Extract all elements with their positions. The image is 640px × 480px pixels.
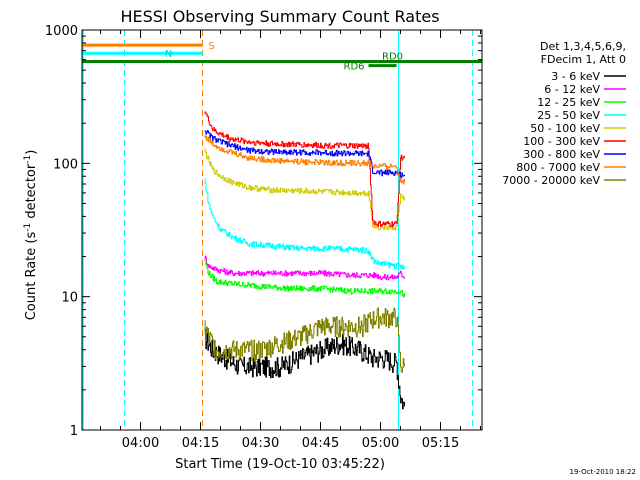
y-tick-label: 1000 bbox=[45, 24, 78, 39]
axes-layer: 1 10 100 1000 04:00 04:15 04:30 04:45 05:00 05:15 bbox=[45, 24, 483, 451]
legend-label: 50 - 100 keV bbox=[530, 122, 600, 135]
flag-label: RD6 bbox=[344, 62, 365, 73]
legend-label: 3 - 6 keV bbox=[551, 70, 600, 83]
y-tick-label: 10 bbox=[61, 291, 78, 306]
series-line-7 bbox=[204, 135, 405, 185]
x-tick-label: 05:15 bbox=[422, 436, 459, 451]
y-axis-label-sup1: -1 bbox=[23, 223, 33, 232]
chart-title: HESSI Observing Summary Count Rates bbox=[120, 7, 439, 26]
y-axis-label-part2: detector bbox=[24, 163, 39, 223]
legend-label: 300 - 800 keV bbox=[523, 148, 600, 161]
y-axis-label-part3: ) bbox=[24, 150, 39, 155]
y-tick-label: 100 bbox=[53, 157, 78, 172]
x-tick-label: 04:30 bbox=[242, 436, 279, 451]
legend-label: 800 - 7000 keV bbox=[516, 161, 600, 174]
series-line-6 bbox=[204, 130, 405, 178]
series-line-0 bbox=[204, 328, 405, 410]
series-line-8 bbox=[204, 307, 405, 373]
legend-label: 12 - 25 keV bbox=[537, 96, 600, 109]
series-line-1 bbox=[204, 255, 405, 281]
legend-label: 100 - 300 keV bbox=[523, 135, 600, 148]
flag-label: N bbox=[165, 49, 172, 60]
series-line-3 bbox=[204, 178, 405, 270]
x-tick-label: 04:45 bbox=[302, 436, 339, 451]
legend: Det 1,3,4,5,6,9, FDecim 1, Att 0 3 - 6 k… bbox=[502, 40, 626, 187]
y-axis-label: Count Rate (s-1 detector-1) bbox=[23, 150, 39, 321]
legend-label: 25 - 50 keV bbox=[537, 109, 600, 122]
legend-label: 7000 - 20000 keV bbox=[502, 174, 600, 187]
plot-frame bbox=[81, 29, 483, 431]
y-axis-label-part1: Count Rate (s bbox=[24, 232, 39, 321]
y-axis-label-sup2: -1 bbox=[23, 155, 33, 164]
x-tick-label: 04:15 bbox=[182, 436, 219, 451]
legend-label: 6 - 12 keV bbox=[544, 83, 600, 96]
x-tick-label: 05:00 bbox=[362, 436, 399, 451]
series-line-2 bbox=[204, 259, 405, 298]
lines-layer: S N RD6 RD0 bbox=[82, 30, 482, 430]
series-layer bbox=[204, 111, 405, 410]
y-tick-label: 1 bbox=[70, 424, 78, 439]
footer-timestamp: 19-Oct-2010 18:22 bbox=[570, 468, 636, 476]
series-line-4 bbox=[204, 148, 405, 231]
flag-label: S bbox=[209, 41, 215, 52]
flag-label: RD0 bbox=[382, 52, 403, 63]
x-axis-label: Start Time (19-Oct-10 03:45:22) bbox=[175, 457, 385, 472]
x-tick-label: 04:00 bbox=[122, 436, 159, 451]
series-line-5 bbox=[204, 111, 405, 227]
legend-header-line1: Det 1,3,4,5,6,9, bbox=[540, 40, 626, 53]
legend-header-line2: FDecim 1, Att 0 bbox=[541, 53, 626, 66]
